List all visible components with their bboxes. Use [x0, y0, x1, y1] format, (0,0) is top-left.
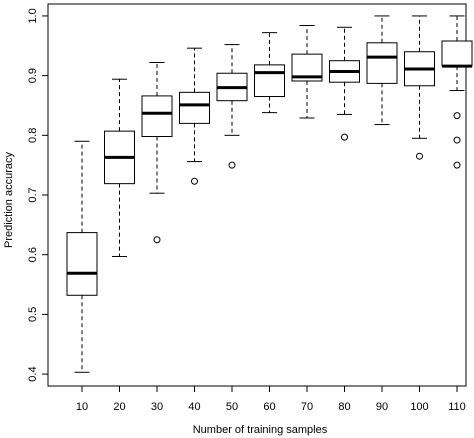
boxplot-10	[66, 140, 98, 373]
x-tick-label: 40	[188, 401, 200, 413]
boxplots	[66, 15, 473, 373]
y-tick-label: 0.4	[27, 366, 39, 381]
x-axis-title: Number of training samples	[193, 424, 328, 436]
x-tick-label: 30	[151, 401, 163, 413]
box	[66, 232, 98, 296]
x-tick-label: 10	[76, 401, 88, 413]
outlier-point	[453, 161, 461, 169]
x-tick-label: 20	[113, 401, 125, 413]
x-tick-label: 70	[301, 401, 313, 413]
boxplot-50	[216, 44, 248, 169]
boxplot-40	[179, 47, 210, 185]
outlier-point	[153, 236, 161, 244]
boxplot-60	[254, 32, 285, 114]
x-tick-label: 100	[410, 401, 428, 413]
x-tick-label: 80	[338, 401, 350, 413]
y-tick-label: 0.9	[27, 68, 39, 83]
boxplot-100	[404, 15, 435, 160]
plot-frame	[47, 3, 467, 387]
box	[366, 42, 398, 84]
boxplot-80	[329, 26, 360, 141]
x-axis: 10 20 30 40 50 60 70 80 90 100 110	[76, 386, 466, 413]
y-tick-label: 0.5	[27, 307, 39, 322]
box	[254, 64, 285, 98]
outlier-point	[228, 161, 236, 169]
x-tick-label: 90	[376, 401, 388, 413]
y-tick-label: 0.6	[27, 247, 39, 262]
outlier-point	[191, 177, 198, 185]
x-tick-label: 110	[448, 401, 466, 413]
y-tick-label: 0.7	[27, 187, 39, 202]
box	[141, 95, 173, 138]
outlier-point	[416, 152, 423, 160]
boxplot-90	[366, 15, 398, 126]
boxplot-70	[291, 24, 323, 119]
boxplot-110	[441, 15, 473, 169]
x-tick-label: 60	[263, 401, 275, 413]
box	[441, 40, 473, 67]
y-tick-label: 0.8	[27, 128, 39, 143]
boxplot-20	[104, 78, 135, 257]
box	[179, 91, 210, 124]
y-axis-title: Prediction accuracy	[3, 152, 15, 248]
outlier-point	[341, 133, 348, 141]
boxplot-30	[141, 61, 173, 244]
outlier-point	[453, 112, 461, 120]
y-tick-label: 1.0	[27, 8, 39, 23]
x-tick-label: 50	[226, 401, 238, 413]
y-axis: 0.4 0.5 0.6 0.7 0.8 0.9 1.0	[27, 8, 48, 382]
outlier-point	[453, 136, 461, 144]
